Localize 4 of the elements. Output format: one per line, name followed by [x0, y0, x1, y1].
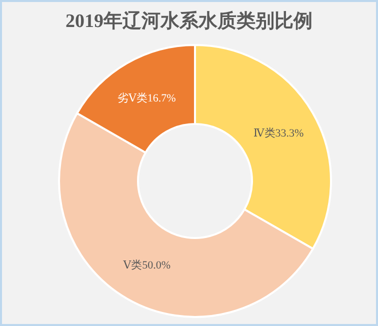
slice-label: Ⅳ类33.3% — [253, 126, 304, 140]
chart-title: 2019年辽河水系水质类别比例 — [66, 10, 312, 32]
slice-label: Ⅴ类50.0% — [122, 258, 171, 272]
slice-label: 劣Ⅴ类16.7% — [117, 91, 176, 104]
